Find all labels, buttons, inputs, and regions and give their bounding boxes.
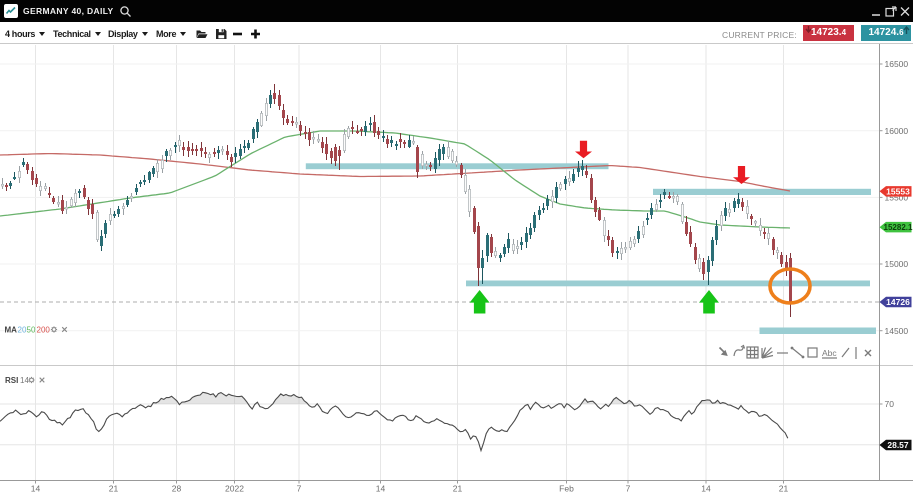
svg-text:21: 21 xyxy=(109,484,119,494)
svg-text:70: 70 xyxy=(885,399,895,409)
svg-text:2022: 2022 xyxy=(225,484,244,494)
svg-text:14500: 14500 xyxy=(885,326,909,336)
svg-text:Abc: Abc xyxy=(822,348,837,358)
svg-text:16500: 16500 xyxy=(885,59,909,69)
svg-text:14: 14 xyxy=(31,484,41,494)
svg-text:15500: 15500 xyxy=(885,193,909,203)
svg-text:14: 14 xyxy=(20,376,29,385)
svg-text:50: 50 xyxy=(27,326,36,335)
svg-text:7: 7 xyxy=(626,484,631,494)
svg-text:21: 21 xyxy=(453,484,463,494)
svg-text:200: 200 xyxy=(37,326,51,335)
svg-text:15553: 15553 xyxy=(886,186,910,196)
svg-text:14726: 14726 xyxy=(886,297,910,307)
svg-text:28.57: 28.57 xyxy=(887,440,909,450)
svg-text:MA: MA xyxy=(5,326,18,335)
svg-text:20: 20 xyxy=(18,326,27,335)
svg-text:28: 28 xyxy=(172,484,182,494)
svg-text:21: 21 xyxy=(779,484,789,494)
svg-text:14: 14 xyxy=(701,484,711,494)
svg-text:Feb: Feb xyxy=(559,484,574,494)
svg-text:RSI: RSI xyxy=(5,376,18,385)
svg-text:15282.1: 15282.1 xyxy=(884,223,913,232)
svg-text:16000: 16000 xyxy=(885,126,909,136)
svg-text:7: 7 xyxy=(297,484,302,494)
svg-text:15000: 15000 xyxy=(885,259,909,269)
svg-text:14: 14 xyxy=(376,484,386,494)
